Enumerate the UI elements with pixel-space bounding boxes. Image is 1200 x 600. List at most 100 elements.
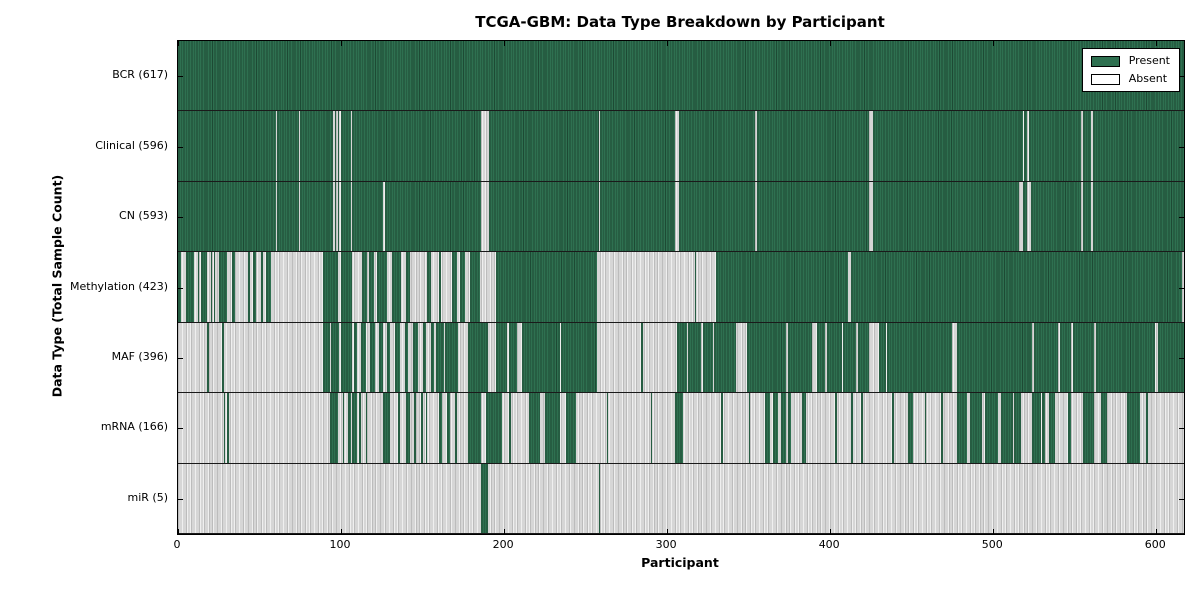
- present-segment-bcr: [178, 41, 1184, 111]
- present-segment-methylation: [186, 252, 195, 322]
- present-segment-maf: [495, 322, 508, 393]
- present-segment-methylation: [716, 252, 849, 322]
- present-segment-mrna: [414, 393, 417, 463]
- x-tick-top: [504, 41, 506, 46]
- present-segment-methylation: [197, 252, 200, 322]
- present-segment-maf: [787, 322, 813, 393]
- x-tick-label: 400: [818, 538, 840, 551]
- present-segment-maf: [857, 322, 870, 393]
- present-segment-mrna: [455, 393, 457, 463]
- present-segment-mrna: [223, 393, 226, 463]
- x-tick-label: 100: [329, 538, 351, 551]
- present-segment-clinical: [334, 111, 337, 181]
- present-segment-maf: [370, 322, 376, 393]
- present-segment-mrna: [425, 393, 428, 463]
- present-segment-maf: [386, 322, 390, 393]
- present-segment-cn: [1030, 181, 1082, 252]
- present-segment-mrna: [352, 393, 358, 463]
- present-segment-methylation: [406, 252, 410, 322]
- present-segment-mrna: [787, 393, 792, 463]
- present-segment-mrna: [1068, 393, 1072, 463]
- row-label-mir: miR (5): [127, 490, 169, 504]
- present-segment-maf: [323, 322, 330, 393]
- present-segment-mrna: [508, 393, 511, 463]
- present-segment-mrna: [1126, 393, 1140, 463]
- row-mrna: [178, 393, 1184, 464]
- legend-item-present: Present: [1090, 55, 1170, 67]
- present-segment-methylation: [231, 252, 236, 322]
- y-tick-left: [178, 428, 183, 430]
- x-tick-label: 500: [981, 538, 1003, 551]
- x-tick-top: [178, 41, 179, 46]
- present-swatch: [1090, 55, 1120, 67]
- present-segment-maf: [1157, 322, 1184, 393]
- present-segment-maf: [430, 322, 434, 393]
- present-segment-methylation: [368, 252, 374, 322]
- present-segment-mrna: [468, 393, 482, 463]
- present-segment-mrna: [957, 393, 968, 463]
- present-segment-maf: [404, 322, 408, 393]
- present-segment-maf: [1060, 322, 1072, 393]
- y-tick-right: [1179, 428, 1184, 430]
- x-tick-label: 200: [492, 538, 514, 551]
- present-segment-cn: [872, 181, 1020, 252]
- y-tick-right: [1179, 287, 1184, 289]
- present-segment-clinical: [1082, 111, 1092, 181]
- present-segment-maf: [887, 322, 953, 393]
- x-tick-bottom: [1156, 529, 1158, 534]
- present-segment-mrna: [438, 393, 443, 463]
- present-segment-methylation: [323, 252, 338, 322]
- present-segment-clinical: [341, 111, 351, 181]
- row-cn: [178, 181, 1184, 253]
- x-tick-bottom: [178, 529, 179, 534]
- present-segment-mir: [481, 463, 488, 533]
- x-tick-bottom: [993, 529, 995, 534]
- present-segment-cn: [1022, 181, 1028, 252]
- present-segment-mrna: [650, 393, 653, 463]
- legend-label-absent: Absent: [1128, 72, 1168, 85]
- present-segment-mrna: [924, 393, 927, 463]
- present-segment-methylation: [391, 252, 402, 322]
- present-segment-mrna: [1146, 393, 1149, 463]
- present-segment-clinical: [178, 111, 276, 181]
- present-segment-mrna: [406, 393, 410, 463]
- row-mir: [178, 463, 1184, 534]
- x-tick-top: [667, 41, 669, 46]
- present-segment-clinical: [756, 111, 870, 181]
- present-segment-mrna: [781, 393, 787, 463]
- y-tick-left: [178, 76, 183, 78]
- present-segment-maf: [561, 322, 598, 393]
- present-segment-maf: [207, 322, 209, 393]
- present-segment-clinical: [1024, 111, 1028, 181]
- present-segment-maf: [676, 322, 687, 393]
- present-segment-maf: [468, 322, 488, 393]
- present-segment-methylation: [341, 252, 353, 322]
- present-segment-cn: [600, 181, 676, 252]
- present-segment-mrna: [748, 393, 751, 463]
- y-tick-left: [178, 357, 183, 359]
- present-segment-maf: [360, 322, 366, 393]
- present-segment-clinical: [352, 111, 482, 181]
- present-segment-mrna: [365, 393, 368, 463]
- present-segment-clinical: [337, 111, 340, 181]
- present-segment-methylation: [469, 252, 480, 322]
- present-segment-maf: [435, 322, 444, 393]
- present-segment-mrna: [1014, 393, 1021, 463]
- present-segment-clinical: [277, 111, 299, 181]
- x-tick-bottom: [830, 529, 832, 534]
- present-segment-mrna: [528, 393, 540, 463]
- present-segment-mrna: [544, 393, 560, 463]
- present-segment-clinical: [872, 111, 1023, 181]
- present-segment-cn: [277, 181, 299, 252]
- present-segment-maf: [1095, 322, 1155, 393]
- present-segment-mrna: [1042, 393, 1046, 463]
- x-tick-top: [830, 41, 832, 46]
- row-label-clinical: Clinical (596): [95, 138, 168, 152]
- present-segment-mir: [598, 463, 601, 533]
- present-segment-mrna: [802, 393, 806, 463]
- present-segment-cn: [334, 181, 337, 252]
- present-segment-methylation: [253, 252, 257, 322]
- present-segment-methylation: [376, 252, 387, 322]
- present-segment-maf: [817, 322, 826, 393]
- present-segment-cn: [489, 181, 599, 252]
